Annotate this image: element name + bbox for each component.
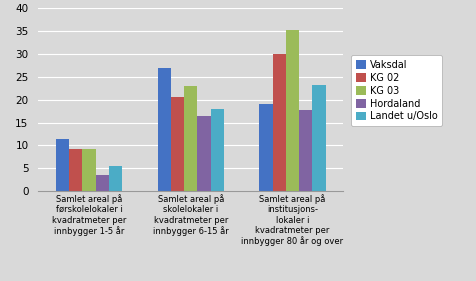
Bar [184,86,197,191]
Bar [170,98,184,191]
Bar [272,54,285,191]
Bar [285,30,298,191]
Bar [312,85,325,191]
Bar [69,149,82,191]
Bar [96,175,109,191]
Bar [82,149,96,191]
Bar [158,68,170,191]
Bar [259,104,272,191]
Bar [197,116,210,191]
Bar [56,139,69,191]
Bar [298,110,312,191]
Legend: Vaksdal, KG 02, KG 03, Hordaland, Landet u/Oslo: Vaksdal, KG 02, KG 03, Hordaland, Landet… [351,55,442,126]
Bar [109,166,122,191]
Bar [210,109,223,191]
